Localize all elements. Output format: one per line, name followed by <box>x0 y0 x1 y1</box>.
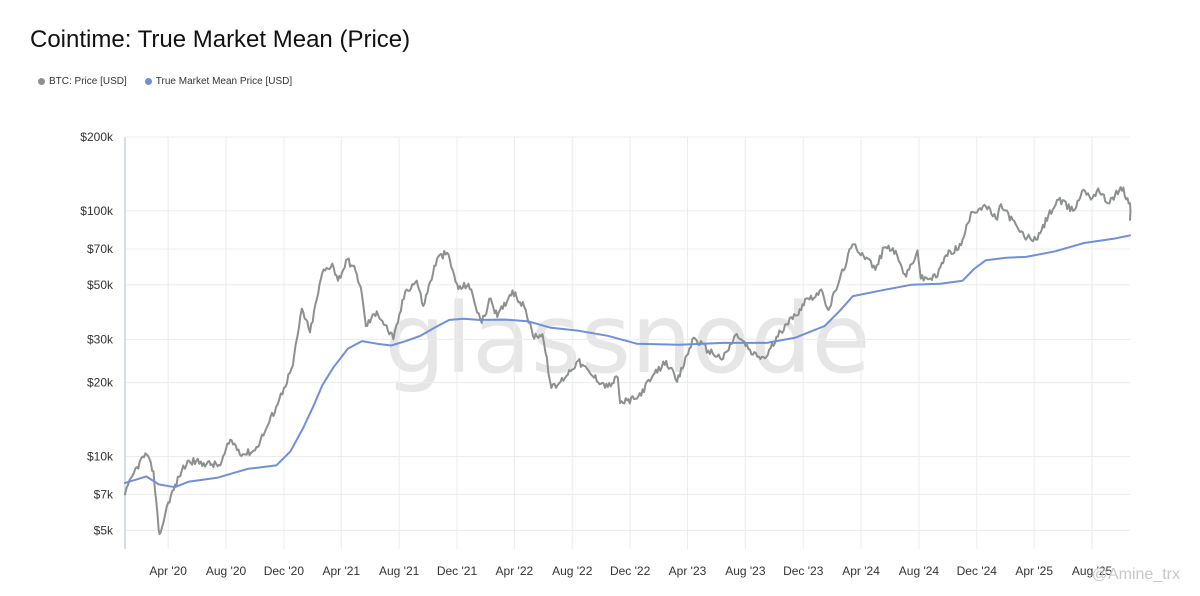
legend-label-true-market-mean: True Market Mean Price [USD] <box>155 76 293 87</box>
y-tick-label: $7k <box>94 488 114 502</box>
y-tick-label: $30k <box>87 332 114 346</box>
series-line-btc-price[interactable] <box>124 186 1132 535</box>
y-tick-label: $10k <box>87 449 114 463</box>
x-tick-label: Apr '22 <box>496 564 534 578</box>
x-tick-label: Apr '23 <box>669 564 707 578</box>
legend-item-btc-price[interactable]: BTC: Price [USD] <box>38 76 127 87</box>
series-line-true-market-mean[interactable] <box>124 234 1131 489</box>
gridlines <box>125 136 1130 549</box>
x-tick-label: Aug '25 <box>1072 564 1113 578</box>
x-tick-label: Dec '24 <box>957 564 998 578</box>
x-tick-label: Aug '22 <box>552 564 593 578</box>
y-tick-label: $50k <box>87 278 114 292</box>
x-tick-label: Apr '20 <box>149 564 187 578</box>
x-tick-label: Aug '24 <box>899 564 940 578</box>
x-tick-label: Dec '23 <box>783 564 824 578</box>
legend-dot-btc-price <box>38 78 45 85</box>
y-tick-label: $5k <box>94 523 114 537</box>
y-tick-label: $20k <box>87 376 114 390</box>
chart-legend: BTC: Price [USD] True Market Mean Price … <box>38 76 292 87</box>
axes: $200k $100k $70k $50k $30k $20k $10k $7k $5k Apr … <box>80 130 1112 578</box>
legend-label-btc-price: BTC: Price [USD] <box>49 76 127 87</box>
x-tick-label: Apr '24 <box>842 564 880 578</box>
y-tick-label: $200k <box>80 130 114 144</box>
y-tick-label: $70k <box>87 242 114 256</box>
series-lines <box>124 186 1132 535</box>
chart-title: Cointime: True Market Mean (Price) <box>30 26 411 53</box>
x-tick-label: Apr '21 <box>322 564 360 578</box>
legend-item-true-market-mean[interactable]: True Market Mean Price [USD] <box>144 76 293 87</box>
credit-watermark: @Amine_trx <box>1091 566 1180 583</box>
y-tick-label: $100k <box>80 204 114 218</box>
x-tick-label: Aug '21 <box>379 564 420 578</box>
x-tick-label: Dec '22 <box>610 564 651 578</box>
x-tick-label: Aug '23 <box>725 564 766 578</box>
x-tick-label: Dec '20 <box>264 564 305 578</box>
x-tick-label: Dec '21 <box>437 564 478 578</box>
x-tick-label: Aug '20 <box>206 564 247 578</box>
x-tick-label: Apr '25 <box>1015 564 1053 578</box>
legend-dot-true-market-mean <box>144 78 152 85</box>
